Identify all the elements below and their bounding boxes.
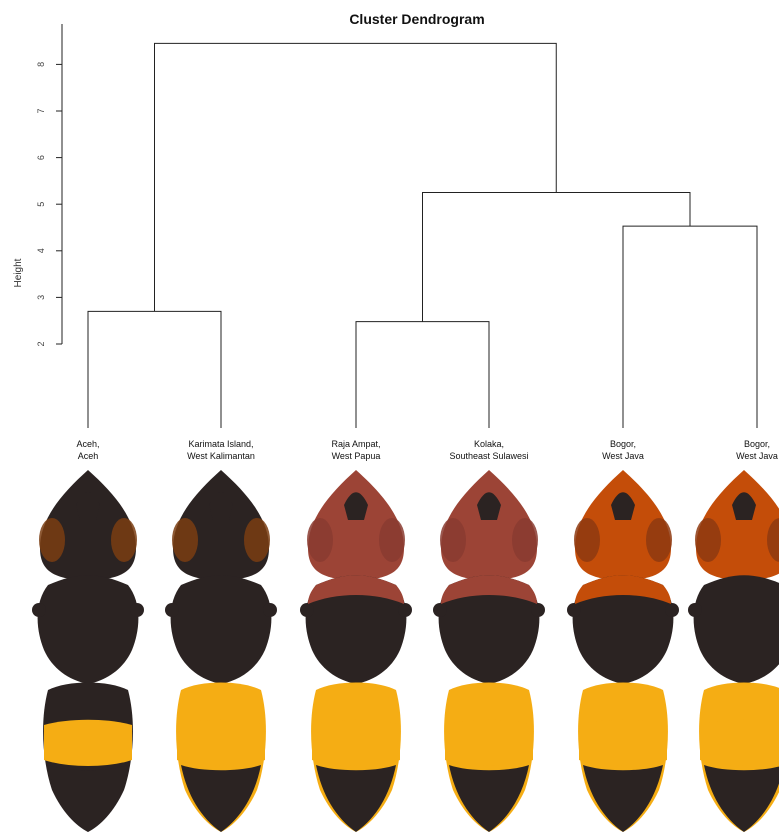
dendrogram-merge-3 <box>622 225 758 428</box>
wasp-head <box>173 470 269 580</box>
wasp-abdomen-band <box>177 719 265 766</box>
wasp-illustration <box>688 470 779 832</box>
wasp-thorax-band <box>575 575 671 604</box>
wasp-abdomen-tip <box>704 765 779 832</box>
wasp-head-mark <box>732 492 756 520</box>
wasp-abdomen-band <box>44 719 132 766</box>
dendrogram-merge-5 <box>154 42 557 312</box>
wasp-head-spot-right <box>244 518 270 562</box>
wasp-head-spot-left <box>695 518 721 562</box>
wasp-illustrations <box>32 470 779 832</box>
wasp-wing-base-left <box>165 603 179 617</box>
wasp-thorax <box>693 575 779 684</box>
leaf-label-line1: Bogor, <box>610 439 636 449</box>
wasp-head-spot-right <box>767 518 779 562</box>
wasp-abdomen-tip <box>316 765 396 832</box>
chart-title: Cluster Dendrogram <box>349 11 484 27</box>
wasp-head <box>441 470 537 580</box>
wasp-illustration <box>32 470 144 832</box>
wasp-wing-base-right <box>130 603 144 617</box>
wasp-head-spot-right <box>111 518 137 562</box>
wasp-thorax <box>438 575 540 684</box>
wasp-illustration <box>165 470 277 832</box>
wasp-abdomen-band <box>445 719 533 766</box>
wasp-head-mark <box>611 492 635 520</box>
wasp-thorax <box>572 575 674 684</box>
wasp-wing-base-right <box>398 603 412 617</box>
wasp-thorax <box>37 575 139 684</box>
wasp-head <box>308 470 404 580</box>
y-axis-label: Height <box>13 258 24 287</box>
leaf-label-line2: West Papua <box>332 451 381 461</box>
wasp-head-mark <box>344 492 368 520</box>
wasp-wing-base-left <box>567 603 581 617</box>
wasp-wing-base-left <box>433 603 447 617</box>
wasp-wing-base-left <box>32 603 46 617</box>
wasp-illustration <box>433 470 545 832</box>
leaf-label-line2: West Java <box>602 451 644 461</box>
wasp-wing-base-left <box>300 603 314 617</box>
wasp-head-mark <box>209 492 233 520</box>
wasp-abdomen-tip <box>48 765 128 832</box>
leaf-label-line2: Southeast Sulawesi <box>449 451 528 461</box>
wasp-thorax <box>170 575 272 684</box>
wasp-thorax-band <box>441 575 537 604</box>
leaf-label-line1: Kolaka, <box>474 439 504 449</box>
wasp-abdomen-tip <box>583 765 663 832</box>
dendrogram-merge-2 <box>355 321 490 428</box>
wasp-head-spot-left <box>574 518 600 562</box>
wasp-abdomen-band <box>312 719 400 766</box>
dendrogram-merge-1 <box>87 310 222 428</box>
y-tick-label: 2 <box>36 341 46 346</box>
wasp-head <box>575 470 671 580</box>
wasp-head <box>40 470 136 580</box>
y-tick-label: 4 <box>36 248 46 253</box>
dendrogram-merge-4 <box>422 192 691 322</box>
wasp-abdomen-tip <box>181 765 261 832</box>
leaf-labels: Aceh, Aceh Karimata Island, West Kalimantan… <box>76 439 777 461</box>
leaf-label-line1: Karimata Island, <box>188 439 253 449</box>
wasp-head-spot-right <box>379 518 405 562</box>
y-tick-label: 8 <box>36 62 46 67</box>
wasp-abdomen-tip <box>449 765 529 832</box>
wasp-head-mark <box>477 492 501 520</box>
dendrogram-tree <box>87 42 758 428</box>
wasp-head-spot-right <box>512 518 538 562</box>
wasp-abdomen-band <box>579 719 667 766</box>
leaf-label-line2: West Kalimantan <box>187 451 255 461</box>
wasp-wing-base-right <box>531 603 545 617</box>
y-tick-label: 6 <box>36 155 46 160</box>
leaf-label-line1: Raja Ampat, <box>331 439 380 449</box>
wasp-head-spot-left <box>307 518 333 562</box>
wasp-wing-base-right <box>665 603 679 617</box>
wasp-wing-base-left <box>688 603 702 617</box>
y-tick-label: 3 <box>36 295 46 300</box>
y-tick-label: 5 <box>36 202 46 207</box>
wasp-head-spot-right <box>646 518 672 562</box>
wasp-head-spot-left <box>440 518 466 562</box>
wasp-head-mark <box>76 492 100 520</box>
y-axis-ticks: 2 3 4 5 6 7 8 <box>36 62 62 347</box>
leaf-label-line2: Aceh <box>78 451 99 461</box>
wasp-head-spot-left <box>172 518 198 562</box>
wasp-illustration <box>567 470 679 832</box>
wasp-thorax-band <box>308 575 404 604</box>
wasp-wing-base-right <box>263 603 277 617</box>
leaf-label-line1: Aceh, <box>76 439 99 449</box>
leaf-label-line2: West Java <box>736 451 778 461</box>
y-tick-label: 7 <box>36 108 46 113</box>
wasp-thorax <box>305 575 407 684</box>
wasp-head-spot-left <box>39 518 65 562</box>
leaf-label-line1: Bogor, <box>744 439 770 449</box>
wasp-illustration <box>300 470 412 832</box>
wasp-abdomen-band <box>700 719 779 766</box>
